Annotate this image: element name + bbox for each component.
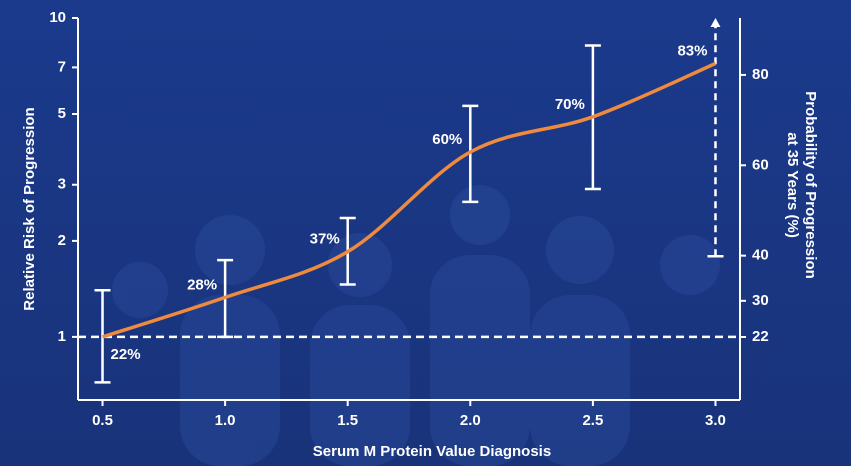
x-tick-label: 0.5: [92, 412, 113, 429]
x-tick-label: 1.0: [215, 412, 236, 429]
y2-tick-label: 40: [752, 247, 769, 264]
data-label: 28%: [187, 276, 217, 293]
x-tick-label: 2.5: [582, 412, 603, 429]
y-tick-label: 2: [58, 232, 66, 249]
data-label: 22%: [111, 346, 141, 363]
y-tick-label: 7: [58, 58, 66, 75]
data-label: 83%: [677, 42, 707, 59]
y-tick-label: 3: [58, 176, 66, 193]
chart: Relative Risk of Progression Serum M Pro…: [0, 0, 851, 466]
y-axis-title: Relative Risk of Progression: [21, 107, 38, 310]
y2-axis-title: at 35 Years (%): [784, 132, 801, 238]
data-label: 70%: [555, 96, 585, 113]
y-tick-label: 5: [58, 105, 66, 122]
y-tick-label: 1: [58, 328, 66, 345]
x-tick-label: 3.0: [705, 412, 726, 429]
y2-tick-label: 30: [752, 292, 769, 309]
background: [0, 0, 851, 466]
y-tick-label: 10: [49, 9, 66, 26]
x-axis-title: Serum M Protein Value Diagnosis: [313, 443, 551, 460]
data-label: 60%: [432, 131, 462, 148]
y2-tick-label: 60: [752, 156, 769, 173]
data-label: 37%: [310, 231, 340, 248]
y2-tick-label: 80: [752, 66, 769, 83]
y2-axis-title: Probability of Progression: [802, 91, 819, 279]
x-tick-label: 1.5: [337, 412, 358, 429]
y2-tick-label: 22: [752, 328, 769, 345]
x-tick-label: 2.0: [460, 412, 481, 429]
